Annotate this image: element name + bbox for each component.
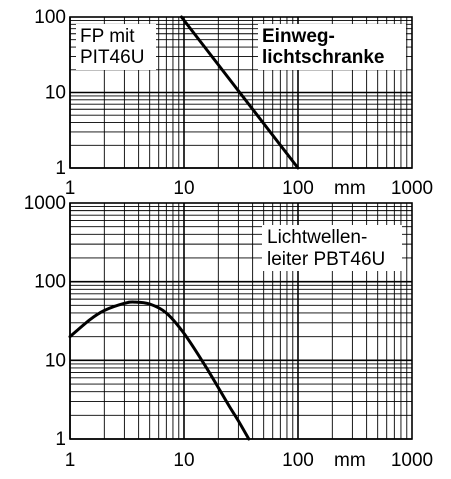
label-box: [262, 225, 402, 271]
label-box-bold: [258, 24, 406, 70]
y-tick-label: 100: [34, 7, 66, 28]
x-tick-label: 1000: [391, 450, 433, 471]
tick-labels: 1 10 100 1000 1 10 100 1000: [24, 193, 433, 471]
x-tick-label: 100: [282, 450, 314, 471]
x-tick-label: 1: [65, 450, 76, 471]
y-tick-label: 10: [45, 83, 66, 104]
x-unit-label: mm: [334, 178, 366, 199]
tick-labels: 1 10 100 1000 1 10 100: [34, 7, 433, 199]
y-tick-label: 100: [34, 272, 66, 293]
y-tick-label: 10: [45, 350, 66, 371]
y-tick-label: 1: [55, 158, 66, 179]
label-box: [76, 24, 156, 70]
y-tick-label: 1000: [24, 193, 66, 214]
plot-frame: [69, 16, 413, 169]
annotation-label: FP mit: [80, 26, 135, 47]
annotation-label-bold: lichtschranke: [262, 47, 385, 68]
x-tick-label: 10: [173, 450, 194, 471]
x-tick-label: 10: [173, 178, 194, 199]
x-tick-label: 1: [65, 178, 76, 199]
x-unit-label: mm: [334, 450, 366, 471]
annotation-label: leiter PBT46U: [267, 249, 385, 270]
x-tick-label: 1000: [391, 178, 433, 199]
annotation-label: PIT46U: [80, 47, 144, 68]
series-line: [68, 300, 251, 441]
x-tick-label: 100: [282, 178, 314, 199]
y-tick-label: 1: [55, 429, 66, 450]
annotation-label: Lichtwellen-: [267, 227, 367, 248]
chart-2: 1 10 100 1000 1 10 100 1000 mm Lichtwellen-leiter…: [24, 193, 433, 471]
series-line: [179, 15, 300, 170]
plot-frame: [69, 202, 413, 440]
annotation-label-bold: Einweg-: [262, 26, 335, 47]
